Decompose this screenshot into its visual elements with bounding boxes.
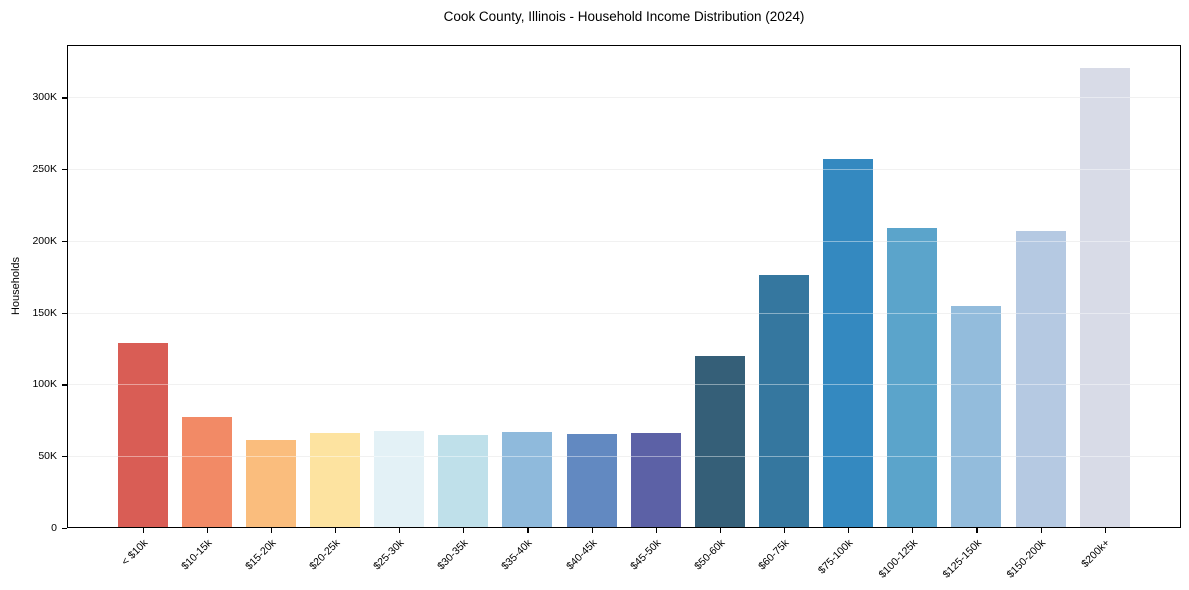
- bar: [951, 305, 1002, 528]
- x-tick-mark: [591, 528, 593, 533]
- y-tick-label: 200K: [32, 234, 57, 247]
- bar: [181, 416, 232, 528]
- x-tick-mark: [655, 528, 657, 533]
- x-tick-label: $100-125k: [876, 537, 920, 581]
- x-tick-mark: [848, 528, 850, 533]
- x-tick-label: $150-200k: [1004, 537, 1049, 581]
- bar: [309, 433, 360, 528]
- x-tick-mark: [719, 528, 722, 533]
- bar: [694, 356, 745, 528]
- y-tick-label: 100K: [32, 378, 57, 391]
- y-tick-mark: [62, 456, 67, 458]
- y-tick-mark: [62, 97, 67, 99]
- x-tick-label: $10-15k: [178, 537, 215, 573]
- bar: [630, 433, 681, 528]
- x-tick-label: $60-75k: [756, 537, 792, 573]
- bar: [566, 433, 617, 528]
- bar: [1079, 67, 1130, 528]
- bar: [245, 439, 296, 528]
- y-tick-mark: [62, 240, 67, 243]
- x-tick-label: $50-60k: [692, 537, 728, 573]
- gridline: [67, 312, 1181, 314]
- x-tick-mark: [912, 528, 914, 533]
- x-tick-mark: [399, 528, 401, 533]
- x-tick-mark: [1104, 528, 1106, 533]
- bar: [502, 431, 553, 528]
- gridline-overlay: [67, 384, 1181, 386]
- x-tick-mark: [334, 528, 337, 533]
- bar: [374, 431, 425, 528]
- y-tick-mark: [62, 312, 67, 314]
- y-tick-label: 250K: [32, 163, 57, 176]
- x-tick-label: $45-50k: [627, 537, 664, 573]
- gridline: [67, 97, 1181, 99]
- y-tick-label: 50K: [38, 450, 57, 463]
- y-tick-mark: [62, 528, 67, 530]
- x-tick-mark: [784, 528, 786, 533]
- x-tick-label: < $10k: [118, 537, 150, 568]
- x-tick-mark: [976, 528, 978, 533]
- x-tick-mark: [206, 528, 208, 533]
- x-tick-mark: [463, 528, 465, 533]
- bar: [823, 159, 874, 528]
- x-tick-label: $125-150k: [940, 537, 984, 581]
- x-tick-mark: [142, 528, 144, 533]
- x-tick-mark: [1040, 528, 1042, 533]
- gridline: [67, 169, 1181, 171]
- bar: [887, 228, 938, 528]
- x-tick-mark: [527, 528, 529, 533]
- y-tick-label: 300K: [32, 91, 57, 104]
- gridline: [67, 384, 1181, 386]
- gridline-overlay: [67, 97, 1181, 99]
- bar: [117, 342, 168, 528]
- gridline-overlay: [67, 169, 1181, 171]
- x-tick-label: $40-45k: [563, 537, 600, 573]
- y-tick-mark: [62, 169, 67, 171]
- bar: [438, 435, 489, 528]
- x-tick-label: $30-35k: [435, 537, 471, 573]
- y-tick-label: 150K: [32, 306, 57, 319]
- y-tick-label: 0: [51, 522, 57, 534]
- gridline: [67, 240, 1181, 242]
- x-tick-label: $15-20k: [242, 537, 279, 573]
- gridline-overlay: [67, 312, 1181, 314]
- x-tick-mark: [270, 528, 272, 533]
- gridline-overlay: [67, 240, 1181, 242]
- chart-title: Cook County, Illinois - Household Income…: [443, 9, 805, 24]
- gridline: [67, 456, 1181, 458]
- y-tick-mark: [62, 384, 67, 386]
- x-tick-label: $75-100k: [816, 537, 856, 577]
- x-tick-label: $25-30k: [371, 537, 407, 573]
- bar: [1015, 230, 1066, 528]
- gridline-overlay: [67, 456, 1181, 458]
- x-tick-label: $200k+: [1079, 537, 1113, 571]
- x-tick-label: $35-40k: [499, 537, 535, 573]
- x-tick-label: $20-25k: [307, 537, 343, 573]
- bar: [759, 275, 809, 528]
